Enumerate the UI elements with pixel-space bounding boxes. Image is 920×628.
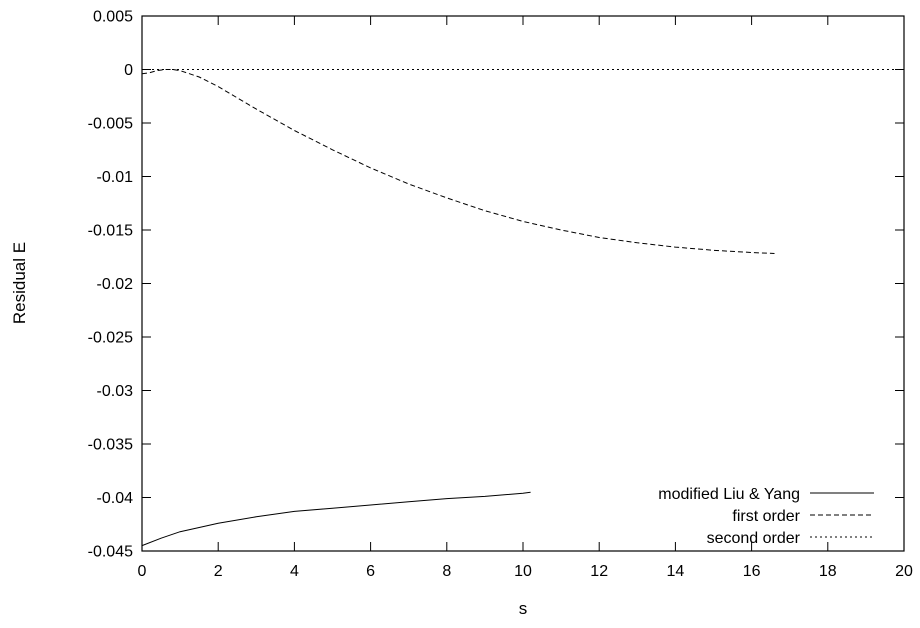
y-tick-label: -0.015 xyxy=(88,223,133,240)
x-tick-label: 6 xyxy=(366,563,375,580)
y-tick-label: -0.04 xyxy=(97,490,134,507)
ticks-layer: 0 2 4 6 8 10 12 14 16 18 20 0.005 0 -0.005 -0.01 -0.015… xyxy=(88,9,913,581)
legend: modified Liu & Yang first order second ord… xyxy=(658,486,874,547)
series-layer xyxy=(141,69,904,547)
y-tick-label: -0.035 xyxy=(88,437,133,454)
y-axis-label: Residual E xyxy=(10,242,29,324)
series-line-1 xyxy=(141,69,775,254)
x-tick-label: 12 xyxy=(590,563,608,580)
x-tick-label: 20 xyxy=(895,563,913,580)
x-tick-label: 16 xyxy=(743,563,761,580)
x-tick-label: 8 xyxy=(442,563,451,580)
x-tick-label: 4 xyxy=(290,563,299,580)
legend-label: second order xyxy=(707,530,801,547)
legend-label: modified Liu & Yang xyxy=(658,486,800,503)
x-tick-label: 14 xyxy=(667,563,685,580)
y-tick-label: 0 xyxy=(124,62,133,79)
y-tick-label: 0.005 xyxy=(93,9,133,26)
x-tick-label: 2 xyxy=(214,563,223,580)
x-tick-label: 0 xyxy=(138,563,147,580)
plot-frame xyxy=(141,15,905,552)
y-tick-label: -0.025 xyxy=(88,330,133,347)
legend-label: first order xyxy=(732,508,800,525)
y-tick-label: -0.03 xyxy=(97,383,134,400)
y-tick-label: -0.045 xyxy=(88,544,133,561)
y-tick-label: -0.01 xyxy=(97,169,134,186)
y-tick-label: -0.02 xyxy=(97,276,134,293)
x-tick-label: 18 xyxy=(819,563,837,580)
x-tick-label: 10 xyxy=(514,563,532,580)
series-line-0 xyxy=(141,491,531,547)
y-tick-label: -0.005 xyxy=(88,116,133,133)
x-axis-label: s xyxy=(519,599,528,618)
